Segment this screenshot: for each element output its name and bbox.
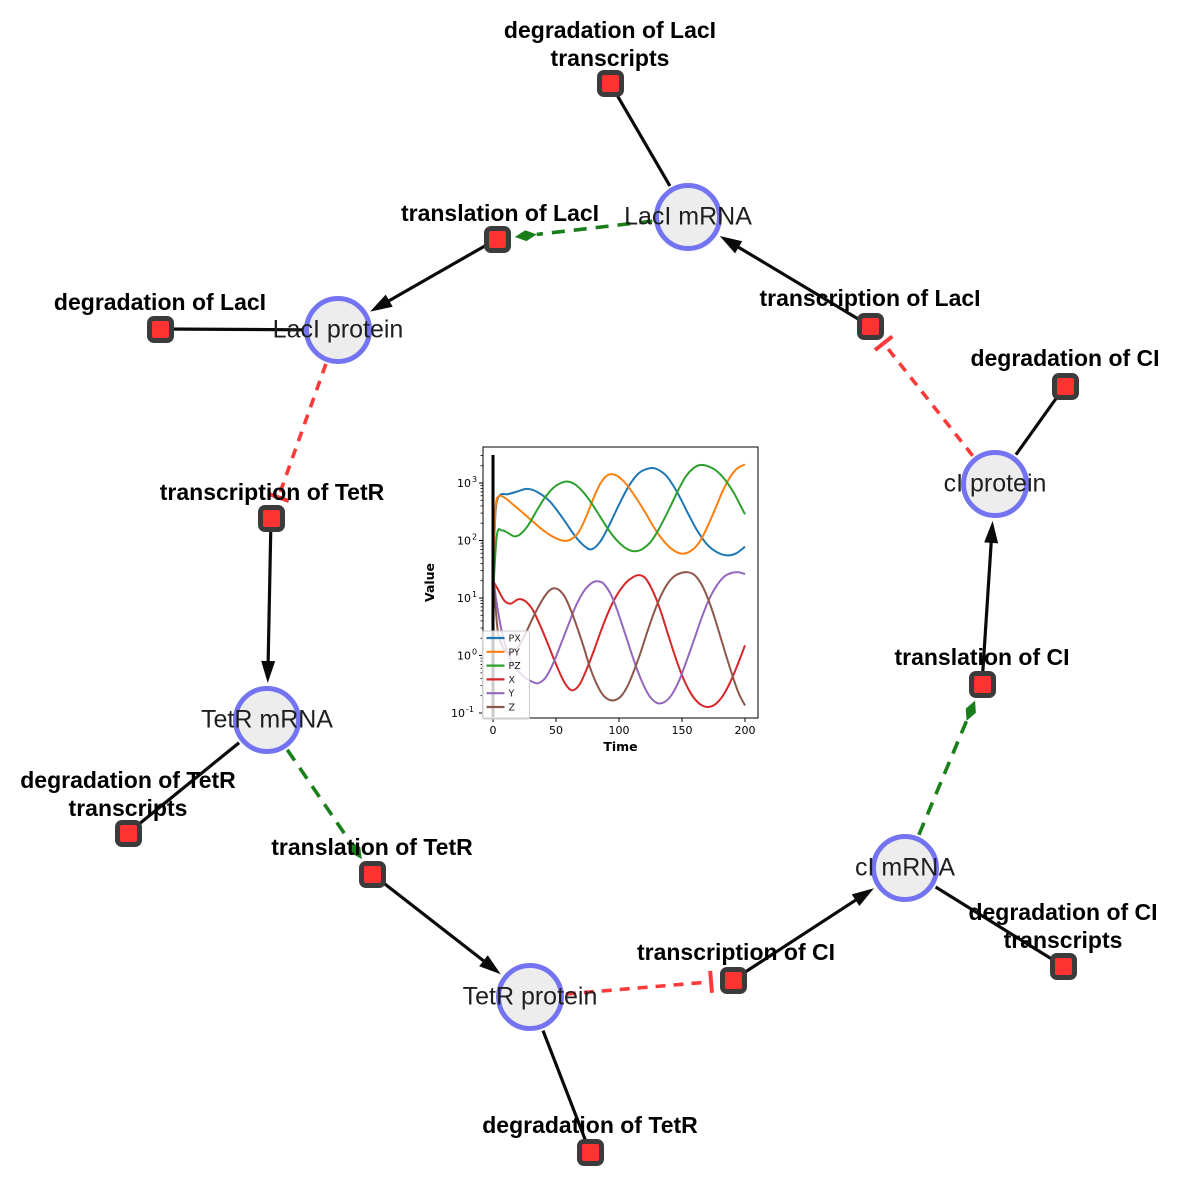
reaction-node-deg_CI_tx[interactable] — [1049, 952, 1077, 980]
y-tick-label: 10 — [457, 477, 471, 490]
legend-label-X: X — [509, 675, 516, 686]
species-node-cI_protein[interactable] — [961, 450, 1029, 518]
y-tick-exponent: 0 — [472, 648, 477, 657]
edge-LacI_protein-to-deg_LacI — [159, 327, 303, 332]
edge-transcription_CI-to-cI_mRNA — [742, 888, 874, 975]
edge-TetR_protein-to-transcription_CI — [565, 970, 714, 996]
series-line-X — [492, 574, 746, 709]
edge-LacI_protein-to-transcription_TetR — [267, 363, 328, 503]
series-line-PY — [492, 463, 746, 588]
edge-TetR_mRNA-to-translation_TetR — [285, 748, 362, 860]
x-tick-label: 50 — [549, 724, 563, 737]
x-tick-label: 0 — [490, 724, 497, 737]
y-tick-exponent: 1 — [472, 590, 477, 599]
edge-TetR_mRNA-to-deg_TetR_tx — [126, 741, 241, 835]
chart-ylabel: Value — [422, 563, 437, 602]
edge-translation_TetR-to-TetR_protein — [380, 880, 501, 975]
x-tick-label: 150 — [672, 724, 693, 737]
edge-transcription_LacI-to-LacI_mRNA — [719, 236, 861, 322]
x-tick-label: 100 — [609, 724, 630, 737]
species-node-LacI_mRNA[interactable] — [654, 183, 722, 251]
legend-label-PY: PY — [509, 647, 521, 658]
species-node-cI_mRNA[interactable] — [871, 834, 939, 902]
reaction-node-transcription_LacI[interactable] — [856, 312, 884, 340]
y-tick-label: 10 — [457, 592, 471, 605]
reaction-node-deg_LacI_tx[interactable] — [596, 69, 624, 97]
reaction-node-deg_CI[interactable] — [1051, 372, 1079, 400]
edge-translation_LacI-to-LacI_protein — [370, 243, 488, 312]
reaction-node-transcription_CI[interactable] — [719, 966, 747, 994]
reaction-node-deg_LacI[interactable] — [146, 315, 174, 343]
edge-translation_CI-to-cI_protein — [981, 520, 999, 673]
legend-label-Z: Z — [509, 703, 516, 714]
reaction-node-transcription_TetR[interactable] — [257, 504, 285, 532]
legend-label-Y: Y — [508, 689, 515, 700]
y-tick-label: 10 — [457, 650, 471, 663]
edge-LacI_mRNA-to-deg_LacI_tx — [608, 82, 672, 187]
species-node-TetR_protein[interactable] — [496, 963, 564, 1031]
legend-label-PZ: PZ — [509, 661, 522, 672]
y-tick-exponent: 3 — [472, 475, 477, 484]
reaction-node-deg_TetR[interactable] — [576, 1138, 604, 1166]
edge-cI_protein-to-transcription_LacI — [873, 334, 975, 457]
y-tick-exponent: 2 — [472, 533, 477, 542]
edge-cI_mRNA-to-deg_CI_tx — [934, 885, 1064, 968]
reaction-node-translation_TetR[interactable] — [358, 860, 386, 888]
edge-cI_mRNA-to-translation_CI — [917, 700, 976, 836]
y-tick-exponent: -1 — [466, 705, 474, 714]
edge-LacI_mRNA-to-translation_LacI — [514, 219, 653, 242]
y-tick-label: 10 — [451, 707, 465, 720]
edge-transcription_TetR-to-TetR_mRNA — [261, 529, 276, 684]
chart-legend: PX PY PZ XYZ — [482, 630, 530, 720]
series-line-Y — [492, 571, 746, 705]
chart-xlabel: Time — [603, 739, 637, 754]
reaction-node-translation_CI[interactable] — [968, 670, 996, 698]
reaction-node-deg_TetR_tx[interactable] — [114, 819, 142, 847]
species-node-TetR_mRNA[interactable] — [233, 686, 301, 754]
series-line-PZ — [492, 463, 746, 599]
x-tick-label: 200 — [735, 724, 756, 737]
species-node-LacI_protein[interactable] — [304, 296, 372, 364]
legend-label-PX: PX — [509, 634, 522, 645]
reaction-node-translation_LacI[interactable] — [483, 225, 511, 253]
edge-TetR_protein-to-deg_TetR — [541, 1029, 592, 1153]
y-tick-label: 10 — [457, 535, 471, 548]
